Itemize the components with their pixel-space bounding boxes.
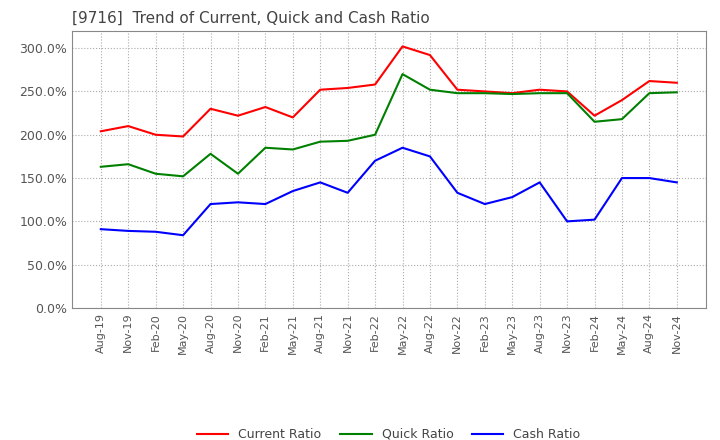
- Cash Ratio: [618, 176, 626, 181]
- Cash Ratio: [536, 180, 544, 185]
- Cash Ratio: [371, 158, 379, 163]
- Quick Ratio: [536, 91, 544, 96]
- Quick Ratio: [261, 145, 270, 150]
- Cash Ratio: [426, 154, 434, 159]
- Quick Ratio: [453, 91, 462, 96]
- Cash Ratio: [179, 233, 187, 238]
- Quick Ratio: [96, 164, 105, 169]
- Current Ratio: [536, 87, 544, 92]
- Quick Ratio: [480, 91, 489, 96]
- Quick Ratio: [371, 132, 379, 137]
- Cash Ratio: [124, 228, 132, 234]
- Current Ratio: [398, 44, 407, 49]
- Current Ratio: [453, 87, 462, 92]
- Quick Ratio: [398, 71, 407, 77]
- Quick Ratio: [645, 91, 654, 96]
- Current Ratio: [289, 115, 297, 120]
- Quick Ratio: [233, 171, 242, 176]
- Cash Ratio: [206, 202, 215, 207]
- Cash Ratio: [261, 202, 270, 207]
- Quick Ratio: [618, 117, 626, 122]
- Quick Ratio: [672, 90, 681, 95]
- Quick Ratio: [124, 161, 132, 167]
- Cash Ratio: [563, 219, 572, 224]
- Current Ratio: [645, 78, 654, 84]
- Quick Ratio: [508, 92, 516, 97]
- Current Ratio: [124, 124, 132, 129]
- Current Ratio: [206, 106, 215, 111]
- Quick Ratio: [151, 171, 160, 176]
- Legend: Current Ratio, Quick Ratio, Cash Ratio: Current Ratio, Quick Ratio, Cash Ratio: [192, 423, 585, 440]
- Current Ratio: [151, 132, 160, 137]
- Cash Ratio: [645, 176, 654, 181]
- Cash Ratio: [590, 217, 599, 222]
- Current Ratio: [261, 104, 270, 110]
- Current Ratio: [563, 89, 572, 94]
- Line: Cash Ratio: Cash Ratio: [101, 148, 677, 235]
- Cash Ratio: [343, 190, 352, 195]
- Quick Ratio: [316, 139, 325, 144]
- Current Ratio: [343, 85, 352, 91]
- Cash Ratio: [96, 227, 105, 232]
- Cash Ratio: [151, 229, 160, 235]
- Quick Ratio: [206, 151, 215, 157]
- Cash Ratio: [398, 145, 407, 150]
- Text: [9716]  Trend of Current, Quick and Cash Ratio: [9716] Trend of Current, Quick and Cash …: [72, 11, 430, 26]
- Quick Ratio: [179, 174, 187, 179]
- Current Ratio: [480, 89, 489, 94]
- Current Ratio: [316, 87, 325, 92]
- Quick Ratio: [563, 91, 572, 96]
- Current Ratio: [371, 82, 379, 87]
- Cash Ratio: [672, 180, 681, 185]
- Quick Ratio: [343, 138, 352, 143]
- Current Ratio: [672, 80, 681, 85]
- Cash Ratio: [480, 202, 489, 207]
- Line: Quick Ratio: Quick Ratio: [101, 74, 677, 176]
- Cash Ratio: [316, 180, 325, 185]
- Current Ratio: [233, 113, 242, 118]
- Current Ratio: [179, 134, 187, 139]
- Current Ratio: [618, 97, 626, 103]
- Current Ratio: [508, 91, 516, 96]
- Current Ratio: [590, 113, 599, 118]
- Current Ratio: [96, 128, 105, 134]
- Line: Current Ratio: Current Ratio: [101, 46, 677, 136]
- Quick Ratio: [426, 87, 434, 92]
- Cash Ratio: [233, 200, 242, 205]
- Cash Ratio: [508, 194, 516, 200]
- Cash Ratio: [289, 188, 297, 194]
- Quick Ratio: [590, 119, 599, 125]
- Cash Ratio: [453, 190, 462, 195]
- Current Ratio: [426, 52, 434, 58]
- Quick Ratio: [289, 147, 297, 152]
